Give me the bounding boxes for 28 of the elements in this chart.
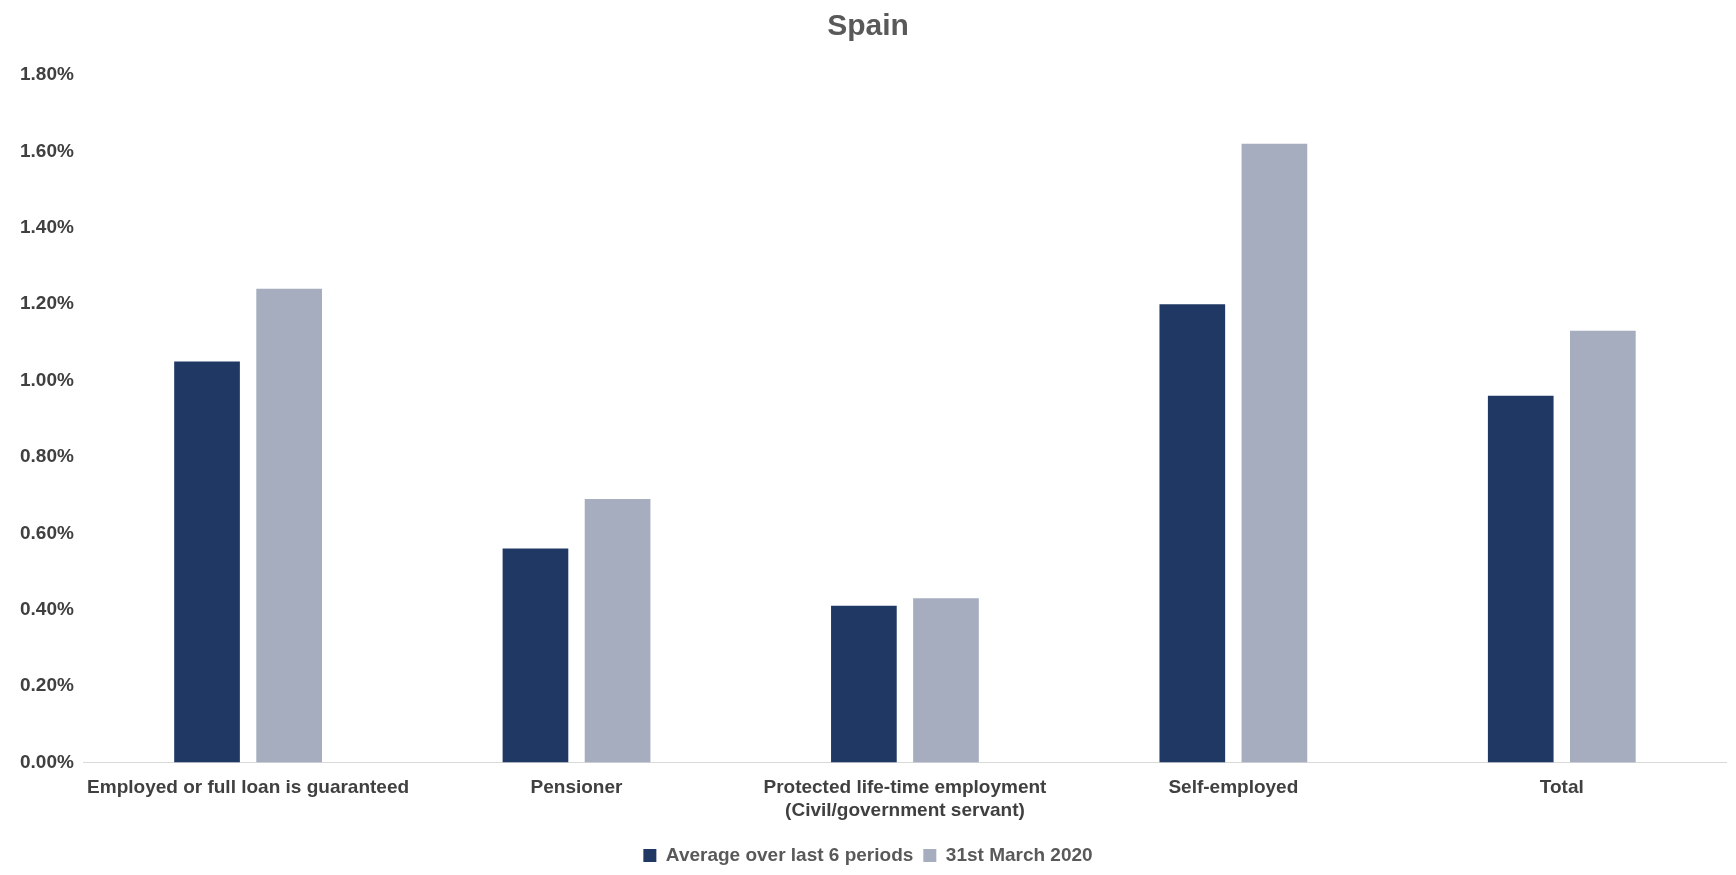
x-tick-label: Protected life-time employment (Civil/government servant) <box>763 776 1048 820</box>
y-tick-label: 0.00% <box>20 750 74 772</box>
y-tick-label: 0.60% <box>20 521 74 543</box>
y-tick-label: 0.40% <box>20 597 74 619</box>
x-tick-label: Employed or full loan is guaranteed <box>87 776 410 798</box>
bar <box>174 361 240 763</box>
bar <box>502 548 569 763</box>
x-tick-label: Total <box>1539 776 1584 798</box>
y-tick-label: 0.20% <box>20 674 74 696</box>
bar <box>831 605 897 763</box>
bar <box>584 498 651 763</box>
legend-label: Average over last 6 periods <box>665 843 914 865</box>
bar <box>1159 304 1226 763</box>
chart-title: Spain <box>827 8 909 42</box>
bar <box>1241 143 1308 763</box>
y-tick-label: 1.00% <box>20 368 74 390</box>
y-tick-label: 1.60% <box>20 139 74 161</box>
x-tick-label: Pensioner <box>530 776 624 798</box>
y-tick-label: 1.40% <box>20 215 74 237</box>
y-tick-label: 1.80% <box>20 63 74 85</box>
bar <box>256 288 322 763</box>
bar <box>1570 330 1636 763</box>
legend-label: 31st March 2020 <box>945 843 1093 865</box>
y-tick-label: 1.20% <box>20 292 74 314</box>
x-tick-label: Self-employed <box>1168 776 1299 798</box>
bar <box>1487 395 1554 763</box>
bar <box>913 598 979 763</box>
y-tick-label: 0.80% <box>20 445 74 467</box>
